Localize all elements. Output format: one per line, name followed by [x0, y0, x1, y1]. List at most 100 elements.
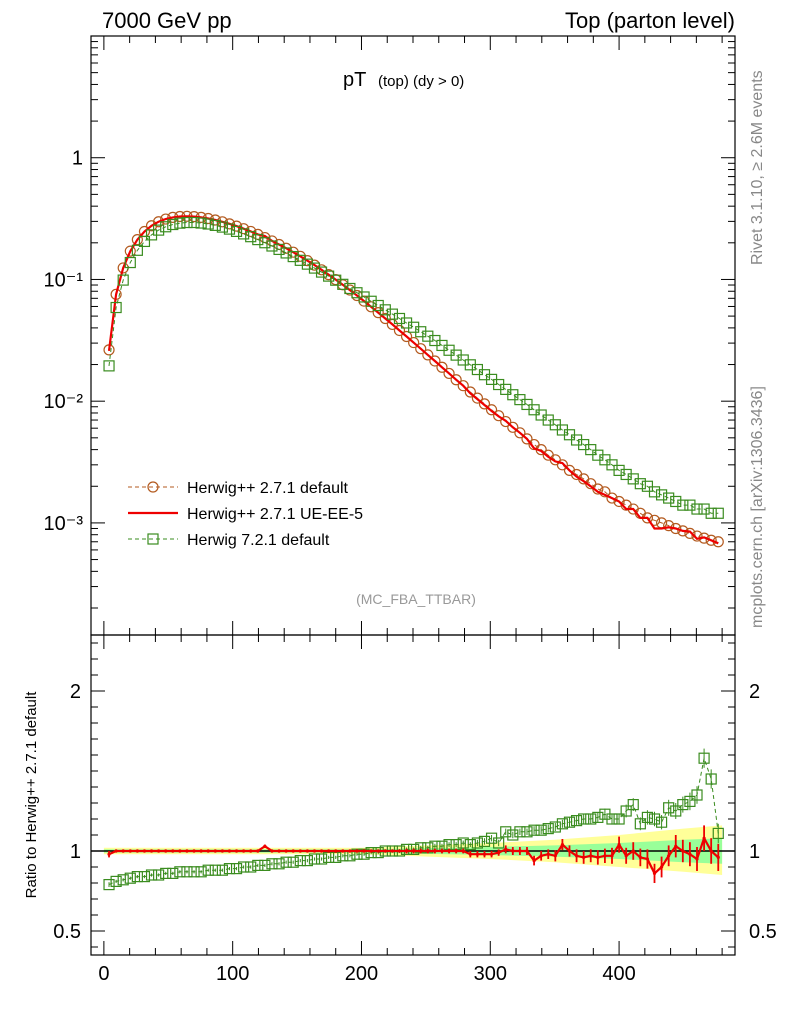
data-point — [351, 287, 363, 299]
ratio-point — [574, 854, 579, 858]
x-tick-label: 100 — [216, 963, 249, 985]
ratio-point — [489, 852, 494, 856]
data-point — [457, 380, 469, 392]
ratio-point — [567, 849, 572, 853]
ratio-point — [202, 864, 214, 876]
data-point — [429, 355, 441, 367]
data-point — [677, 499, 689, 511]
ratio-point — [596, 855, 600, 860]
data-point — [705, 507, 717, 519]
ratio-panel: 2 2 1 1 0.5 0.5 Ratio to Herwig++ 2.7.1 defau… — [23, 634, 777, 956]
data-point — [323, 270, 335, 282]
ratio-point — [142, 849, 147, 853]
data-point — [124, 245, 136, 257]
data-point — [450, 374, 462, 386]
ratio-point — [525, 849, 529, 853]
data-point — [223, 223, 236, 235]
ratio-point — [174, 866, 186, 878]
legend-label: Herwig 7.2.1 default — [187, 532, 330, 549]
ratio-point — [249, 849, 253, 853]
ratio-point — [216, 864, 228, 876]
ratio-point — [620, 805, 632, 817]
data-point — [138, 235, 151, 248]
data-point — [294, 254, 306, 266]
ratio-point — [648, 813, 661, 825]
mcplots-reference-label: mcplots.cern.ch [arXiv:1306.3436] — [749, 386, 766, 628]
ratio-point — [589, 854, 593, 858]
ratio-point — [164, 849, 168, 853]
data-point — [613, 495, 625, 508]
data-point — [245, 231, 257, 243]
legend: Herwig++ 2.7.1 default Herwig++ 2.7.1 UE-… — [128, 480, 363, 549]
ratio-point — [592, 811, 604, 824]
data-point — [280, 247, 292, 259]
ratio-point — [606, 813, 618, 825]
ratio-point — [206, 849, 210, 853]
ratio-point — [617, 843, 621, 847]
ratio-point — [521, 826, 533, 838]
main-panel: 1 10⁻¹ 10⁻² 10⁻³ pT (top) (dy > 0) (MC_FBA_… — [44, 35, 736, 955]
rivet-version-label: Rivet 3.1.10, ≥ 2.6M events — [749, 70, 766, 265]
ratio-point — [138, 870, 151, 883]
ratio-point — [124, 872, 136, 884]
data-point — [209, 219, 221, 231]
data-point — [606, 492, 618, 504]
ratio-point — [504, 847, 508, 852]
y-tick-label: 10⁻² — [44, 391, 84, 413]
ratio-point — [638, 855, 642, 860]
ratio-point — [341, 849, 345, 853]
ratio-y-tick-label-right: 1 — [749, 841, 760, 863]
legend-marker — [147, 533, 159, 545]
data-point — [663, 492, 675, 504]
ratio-point — [560, 843, 565, 847]
data-point — [521, 433, 533, 445]
ratio-point — [280, 856, 292, 868]
data-point — [500, 415, 512, 428]
data-point — [181, 216, 193, 229]
ratio-point — [209, 864, 221, 876]
ratio-point — [348, 849, 352, 853]
data-point — [202, 218, 214, 230]
ratio-point — [149, 849, 154, 853]
ratio-point — [192, 849, 196, 853]
ratio-point — [227, 849, 232, 853]
ratio-point — [645, 857, 650, 861]
data-point — [124, 256, 136, 269]
ratio-point — [585, 813, 597, 825]
ratio-point — [641, 811, 654, 824]
data-point — [372, 299, 384, 312]
data-point — [103, 360, 115, 372]
ratio-point — [716, 855, 720, 860]
ratio-point — [627, 798, 639, 811]
ratio-point — [131, 870, 143, 883]
ratio-point — [603, 854, 607, 858]
ratio-point — [266, 858, 278, 870]
ratio-point — [528, 824, 540, 836]
ratio-point — [582, 855, 586, 860]
ratio-point — [181, 866, 193, 878]
ratio-point — [220, 849, 224, 853]
ratio-point — [563, 816, 576, 828]
ratio-point — [535, 824, 547, 836]
data-point — [408, 336, 420, 349]
ratio-point — [128, 849, 132, 853]
ratio-point — [294, 854, 306, 867]
ratio-point — [471, 837, 483, 849]
ratio-point — [631, 849, 635, 853]
ratio-point — [223, 862, 236, 875]
data-point — [655, 489, 668, 501]
main-series-layer — [103, 210, 724, 548]
header-right: Top (parton level) — [565, 8, 735, 33]
ratio-point — [327, 849, 331, 853]
data-point — [556, 459, 569, 471]
legend-marker — [147, 481, 159, 493]
ratio-point — [542, 822, 554, 835]
data-point — [287, 250, 299, 263]
ratio-point — [171, 849, 175, 853]
ratio-point — [408, 843, 420, 856]
data-point — [308, 262, 321, 274]
ratio-point — [454, 849, 458, 853]
data-point — [691, 503, 703, 515]
ratio-point — [507, 829, 519, 841]
data-point — [493, 410, 505, 422]
